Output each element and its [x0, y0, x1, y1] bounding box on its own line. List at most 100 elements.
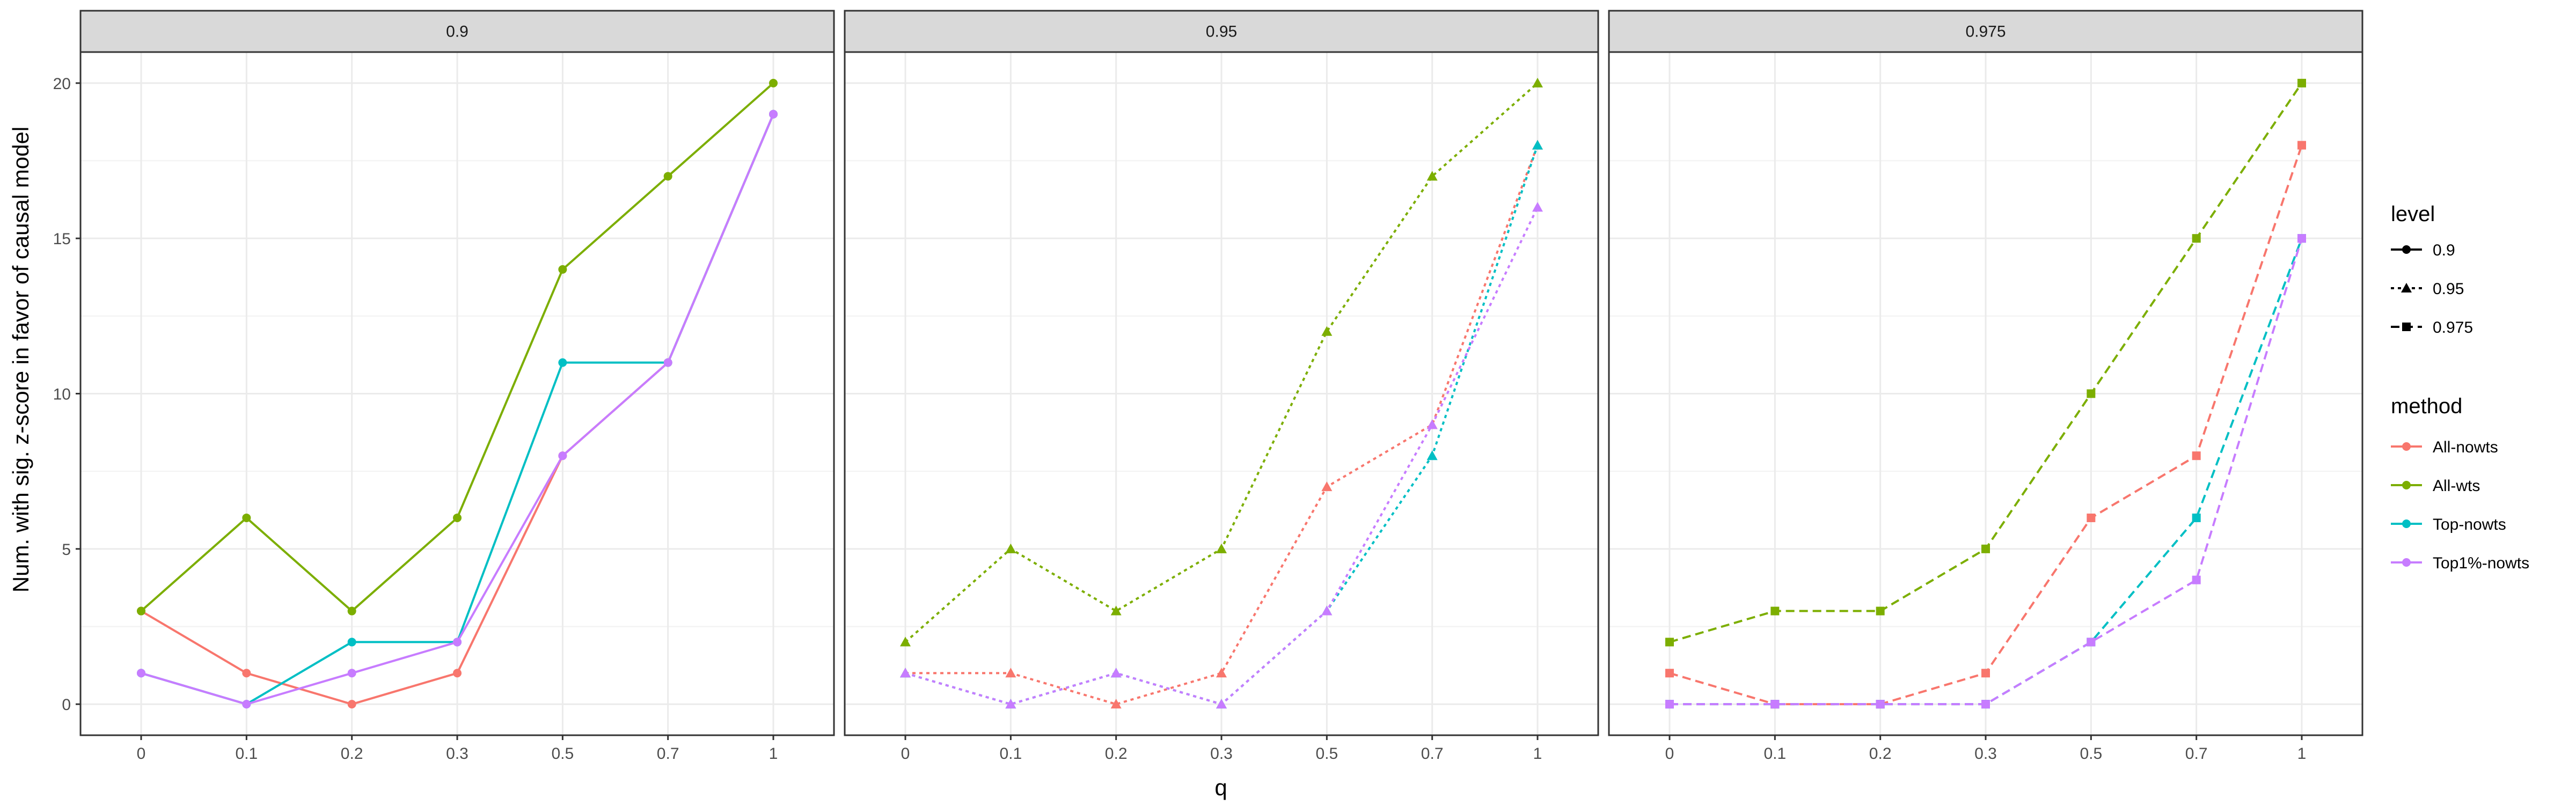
legend-key-marker [2402, 442, 2411, 451]
y-tick-label: 5 [62, 541, 71, 559]
data-point [1110, 699, 1122, 709]
data-point [1876, 700, 1885, 709]
x-tick-label: 0.1 [999, 745, 1022, 763]
data-point [1216, 668, 1227, 678]
series-All-wts [137, 78, 778, 616]
x-tick-label: 0.1 [235, 745, 258, 763]
data-point [1532, 202, 1543, 212]
legend-entry-method-All-nowts: All-nowts [2391, 438, 2498, 456]
data-point [663, 172, 672, 181]
series-All-wts [900, 77, 1543, 647]
legend-entry-label: All-nowts [2433, 438, 2498, 456]
data-point [1005, 543, 1016, 553]
legend: level 0.9 0.95 0.975 method All-nowts All-wts T… [2391, 202, 2529, 572]
x-tick-label: 0 [901, 745, 910, 763]
legend-entry-level-0.9: 0.9 [2391, 241, 2455, 259]
panel-0.975: 0.975 0 0.1 0.2 0.3 0.5 0.7 1 [1608, 10, 2363, 763]
data-point [1110, 668, 1122, 678]
data-point [1321, 326, 1333, 336]
data-point [453, 669, 462, 678]
data-point [347, 606, 356, 616]
data-point [1665, 638, 1674, 647]
data-point [1426, 450, 1438, 460]
legend-entry-label: 0.9 [2433, 241, 2455, 259]
x-tick-label: 0.3 [1210, 745, 1233, 763]
x-tick-label: 0.3 [446, 745, 469, 763]
x-tick-label: 0.7 [1421, 745, 1444, 763]
x-tick-label: 0.7 [657, 745, 679, 763]
data-point [2297, 141, 2306, 150]
data-point [2297, 234, 2306, 243]
facet-strip [844, 10, 1599, 53]
y-tick-label: 0 [62, 696, 71, 714]
data-point [453, 638, 462, 647]
facet-strip [1608, 10, 2363, 53]
data-point [242, 700, 251, 709]
data-point [242, 669, 251, 678]
x-tick-label: 0.3 [1974, 745, 1997, 763]
legend-key-marker [2402, 245, 2411, 254]
legend-entry-label: Top1%-nowts [2433, 554, 2529, 572]
data-point [1770, 606, 1780, 616]
data-point [1216, 699, 1227, 709]
data-point [2192, 575, 2201, 584]
data-point [1981, 700, 1990, 709]
data-point [137, 606, 145, 616]
legend-entry-method-All-wts: All-wts [2391, 477, 2480, 495]
y-tick-label: 20 [53, 75, 71, 93]
data-point [2192, 513, 2201, 522]
y-axis-title: Num. with sig. z-score in favor of causa… [8, 127, 33, 592]
data-point [1532, 77, 1543, 87]
data-point [1426, 419, 1438, 429]
legend-key-marker [2402, 558, 2411, 567]
legend-key-marker [2402, 481, 2411, 489]
data-point [900, 668, 911, 678]
legend-key-marker [2402, 519, 2411, 528]
x-tick-label: 1 [769, 745, 778, 763]
facet-strip-label: 0.975 [1965, 23, 2006, 41]
series-All-wts [1665, 78, 2306, 647]
legend-entry-level-0.95: 0.95 [2391, 280, 2464, 298]
data-point [137, 669, 145, 678]
x-tick-label: 0 [1665, 745, 1674, 763]
data-point [2087, 513, 2096, 522]
data-point [900, 636, 911, 647]
legend-entry-label: All-wts [2433, 477, 2480, 495]
data-point [1321, 605, 1333, 616]
data-marks [137, 77, 2306, 709]
y-tick-label: 15 [53, 230, 71, 248]
legend-entry-label: Top-nowts [2433, 516, 2506, 533]
x-tick-label: 1 [2297, 745, 2307, 763]
data-point [347, 638, 356, 647]
data-point [1532, 140, 1543, 150]
x-tick-label: 0.5 [551, 745, 574, 763]
series-Top1%-nowts [1665, 234, 2306, 709]
data-point [2192, 234, 2201, 243]
x-tick-label: 0.5 [1315, 745, 1338, 763]
data-point [1110, 605, 1122, 616]
data-point [2192, 451, 2201, 460]
legend-entry-method-Top1%-nowts: Top1%-nowts [2391, 554, 2529, 572]
panel-0.95: 0.95 0 0.1 0.2 0.3 0.5 0.7 1 [844, 10, 1599, 763]
series-Top1%-nowts [900, 202, 1543, 709]
x-axis-title: q [1214, 775, 1227, 800]
x-tick-label: 0.5 [2080, 745, 2102, 763]
data-point [2087, 389, 2096, 398]
data-point [1770, 700, 1780, 709]
data-point [1426, 171, 1438, 181]
y-tick-label: 10 [53, 386, 71, 404]
data-point [1005, 668, 1016, 678]
data-point [242, 513, 251, 522]
legend-key-marker [2402, 323, 2411, 331]
data-point [769, 109, 778, 119]
x-tick-label: 1 [1533, 745, 1542, 763]
data-point [453, 513, 462, 522]
data-point [558, 265, 567, 274]
facet-strip-label: 0.95 [1206, 23, 1237, 41]
data-point [1321, 481, 1333, 492]
data-point [1216, 543, 1227, 553]
legend-entry-label: 0.95 [2433, 280, 2464, 298]
